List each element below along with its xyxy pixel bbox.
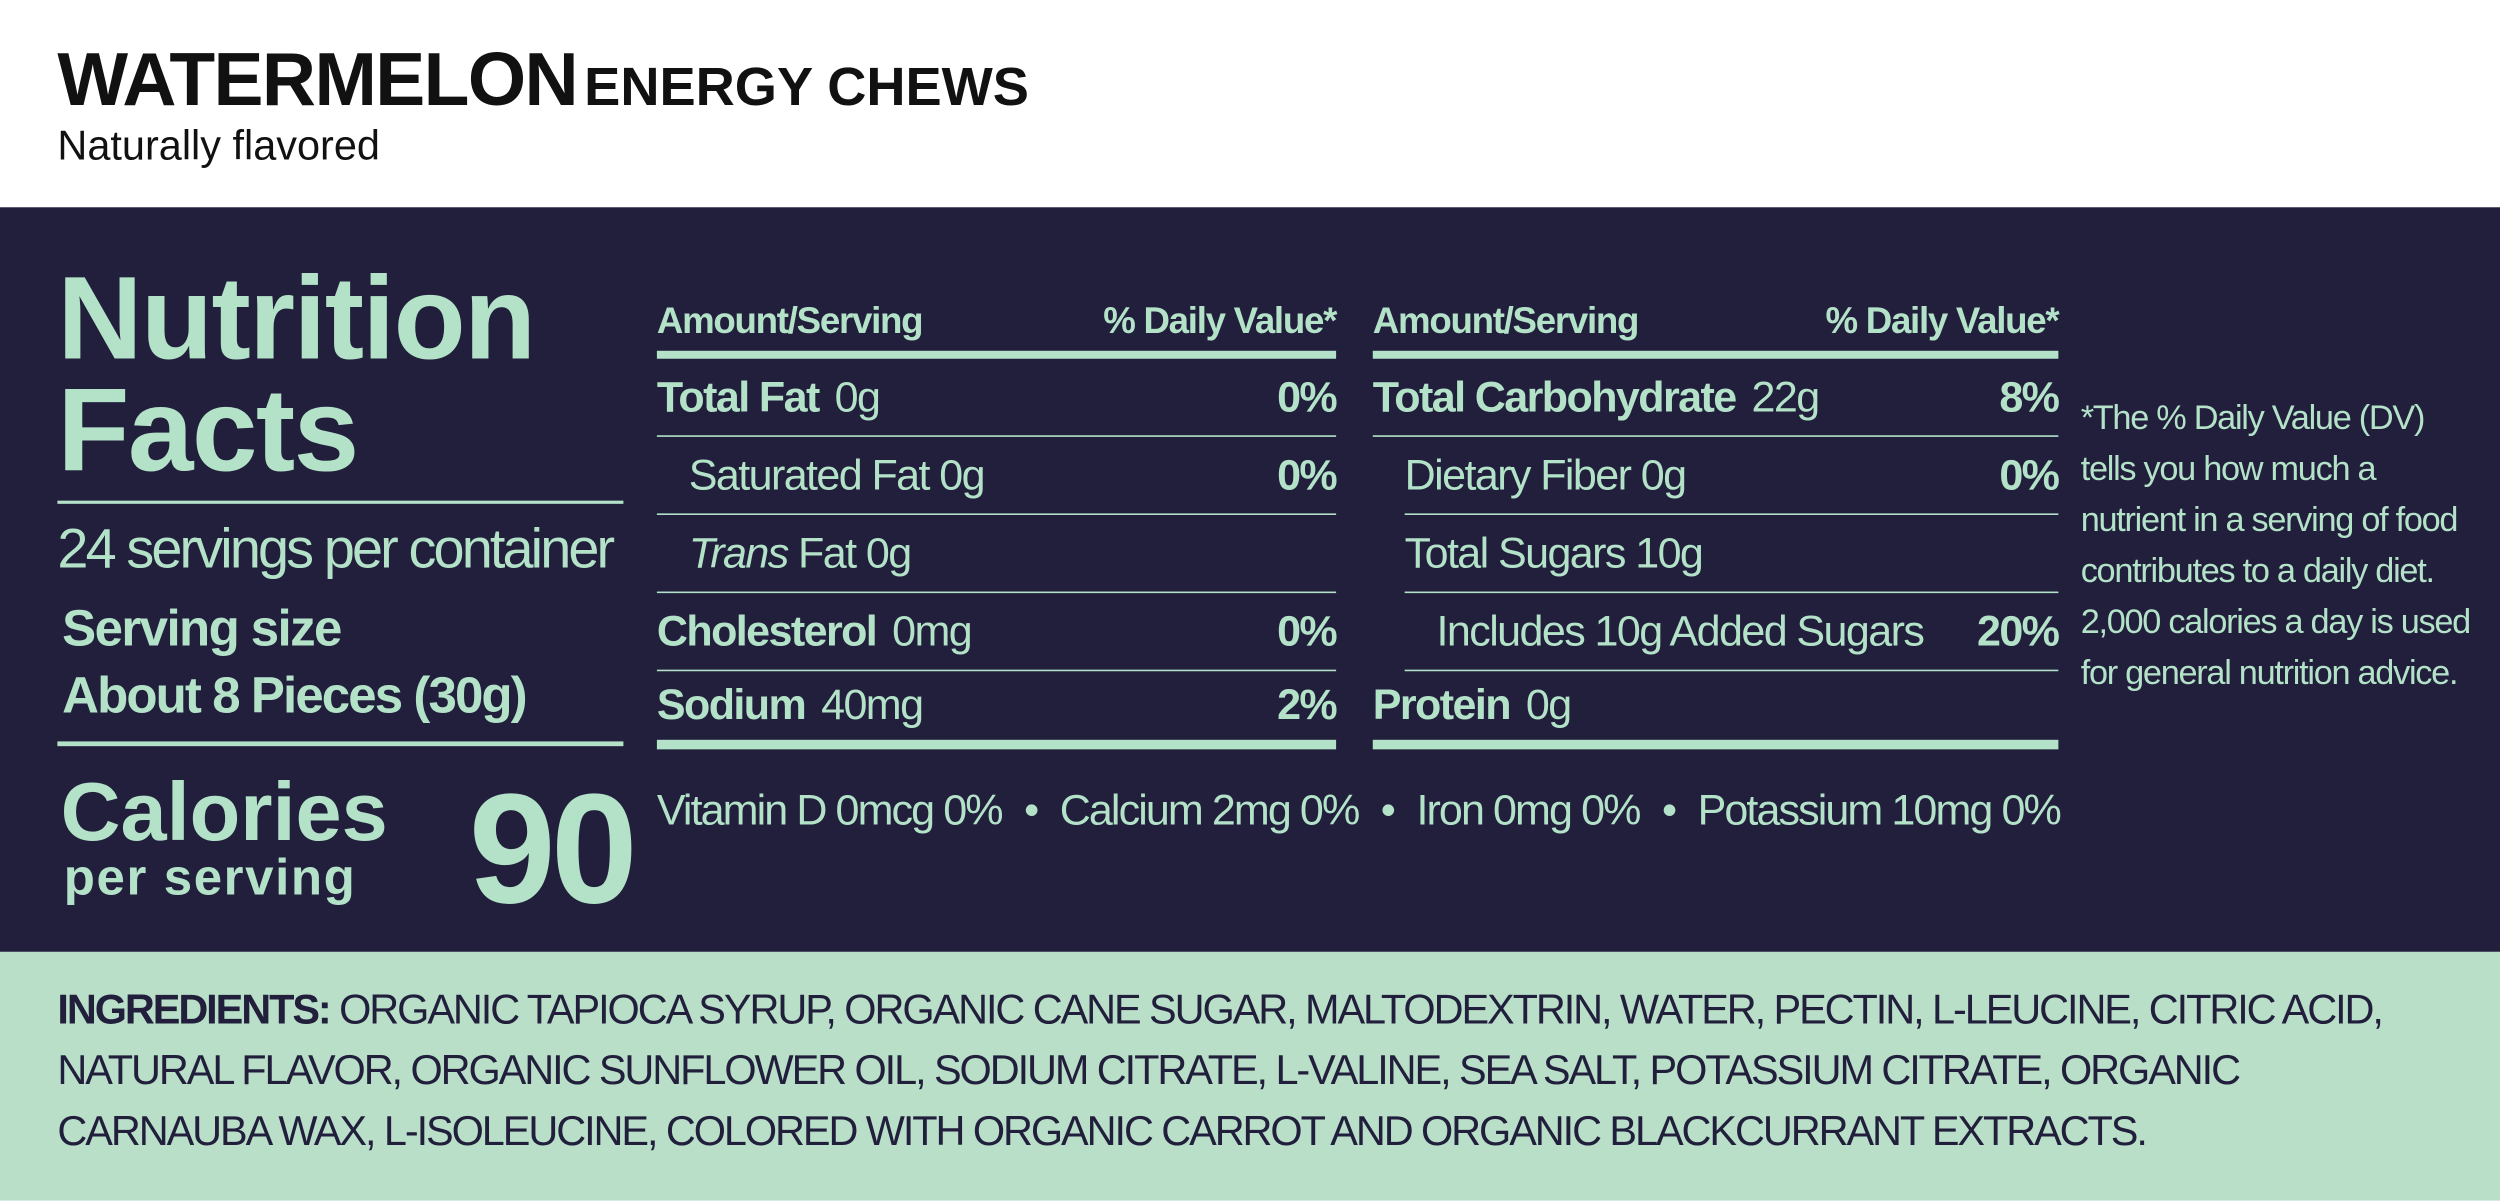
- vitamin: Vitamin D 0mcg 0%: [656, 786, 1004, 834]
- nutrient-amount: 0g: [1640, 450, 1687, 499]
- nutrient-name: Total Fat: [656, 372, 820, 421]
- vitamin: Calcium 2mg 0%: [1059, 786, 1361, 834]
- nutrient-name: Saturated Fat: [688, 450, 931, 499]
- nutrient-name: Dietary Fiber: [1404, 450, 1632, 499]
- nutrient-amount: 10g: [1635, 528, 1704, 577]
- nutrient-name: Cholesterol: [656, 606, 878, 655]
- vitamin: Iron 0mg 0%: [1416, 786, 1641, 834]
- nutrient-amount: 0g: [865, 528, 912, 577]
- separator: •: [1024, 786, 1039, 834]
- ingredients-text: ORGANIC TAPIOCA SYRUP, ORGANIC CANE SUGA…: [57, 985, 2384, 1155]
- nutrient-dv: 20%: [1976, 606, 2060, 655]
- nutrient-name: Sodium: [656, 680, 807, 729]
- nutrient-dv: 0%: [1277, 372, 1338, 421]
- footnote: *The % Daily Value (DV) tells you how mu…: [2080, 398, 2472, 692]
- nutrient-name: Total Carbohydrate: [1372, 372, 1737, 421]
- nutrient-column: Amount/Serving % Daily Value* Total Carbo…: [1372, 290, 2060, 750]
- column-header: Amount/Serving: [1372, 298, 1640, 341]
- serving-size: About 8 Pieces (30g): [62, 666, 528, 724]
- nutrient-amount: 40mg: [821, 680, 924, 729]
- calories-sub: per serving: [63, 848, 357, 906]
- nutrient-amount: 22g: [1751, 372, 1820, 421]
- vitamin: Potassium 10mg 0%: [1697, 786, 2062, 834]
- vitamins: Vitamin D 0mcg 0% • Calcium 2mg 0% • Iron …: [656, 786, 2062, 835]
- serving-size-label: Serving size: [62, 599, 342, 657]
- column-header: % Daily Value*: [1103, 298, 1337, 341]
- nutrient-amount: 0g: [834, 372, 881, 421]
- nutrient-column: Amount/Serving % Daily Value* Total Fat 0g…: [656, 290, 1338, 750]
- nutrition-panel: [0, 207, 2500, 952]
- nutrient-dv: 0%: [1999, 450, 2060, 499]
- divider: [57, 741, 624, 747]
- nutrient-name: Trans: [688, 528, 789, 577]
- product-subtitle: ENERGY CHEWS: [584, 57, 1029, 118]
- nutrient-name: Fat: [798, 528, 857, 577]
- ingredients-label: INGREDIENTS:: [57, 985, 331, 1034]
- divider: [57, 500, 624, 504]
- nutrient-amount: 0g: [939, 450, 985, 499]
- nutrient-name: Includes 10g Added Sugars: [1436, 606, 1925, 655]
- column-header: % Daily Value*: [1825, 298, 2059, 341]
- nutrient-name: Protein: [1372, 680, 1512, 729]
- servings: 24 servings per container: [57, 518, 615, 581]
- nutrient-name: Total Sugars: [1404, 528, 1627, 577]
- calories-label: Calories: [60, 766, 388, 860]
- product-title: WATERMELON: [57, 36, 578, 122]
- facts-title: Nutrition Facts: [57, 259, 536, 489]
- tagline: Naturally flavored: [57, 121, 380, 170]
- separator: •: [1661, 786, 1677, 834]
- nutrient-dv: 2%: [1277, 680, 1338, 729]
- header: WATERMELON ENERGY CHEWS: [57, 35, 1029, 123]
- facts-title-line: Facts: [57, 363, 359, 496]
- nutrient-amount: 0mg: [892, 606, 973, 655]
- calories-value: 90: [468, 760, 638, 936]
- nutrient-amount: 0g: [1525, 680, 1572, 729]
- facts-title-line: Nutrition: [57, 251, 536, 385]
- nutrient-dv: 0%: [1277, 450, 1338, 499]
- column-header: Amount/Serving: [656, 298, 924, 341]
- nutrient-dv: 8%: [1999, 372, 2060, 421]
- ingredients: INGREDIENTS: ORGANIC TAPIOCA SYRUP, ORGA…: [57, 979, 2449, 1161]
- separator: •: [1380, 786, 1396, 834]
- nutrient-dv: 0%: [1277, 606, 1338, 655]
- ingredients-panel: [0, 951, 2500, 1201]
